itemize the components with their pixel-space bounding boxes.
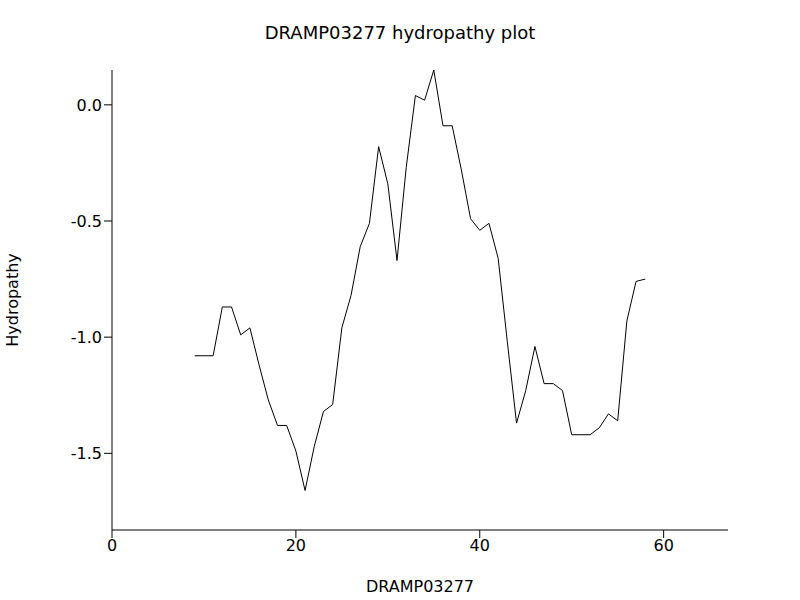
svg-text:0: 0 [107, 536, 117, 555]
svg-text:-1.5: -1.5 [71, 444, 102, 463]
svg-text:40: 40 [470, 536, 490, 555]
svg-text:60: 60 [653, 536, 673, 555]
html-text:DRAMP03277 hydropathy plot: DRAMP03277 hydropathy plot [264, 22, 536, 43]
svg-text:DRAMP03277: DRAMP03277 [366, 577, 474, 596]
svg-text:20: 20 [286, 536, 306, 555]
svg-text:-0.5: -0.5 [71, 212, 102, 231]
svg-text:-1.0: -1.0 [71, 328, 102, 347]
svg-text:0.0: 0.0 [77, 96, 102, 115]
svg-text:Hydropathy: Hydropathy [8, 253, 22, 347]
